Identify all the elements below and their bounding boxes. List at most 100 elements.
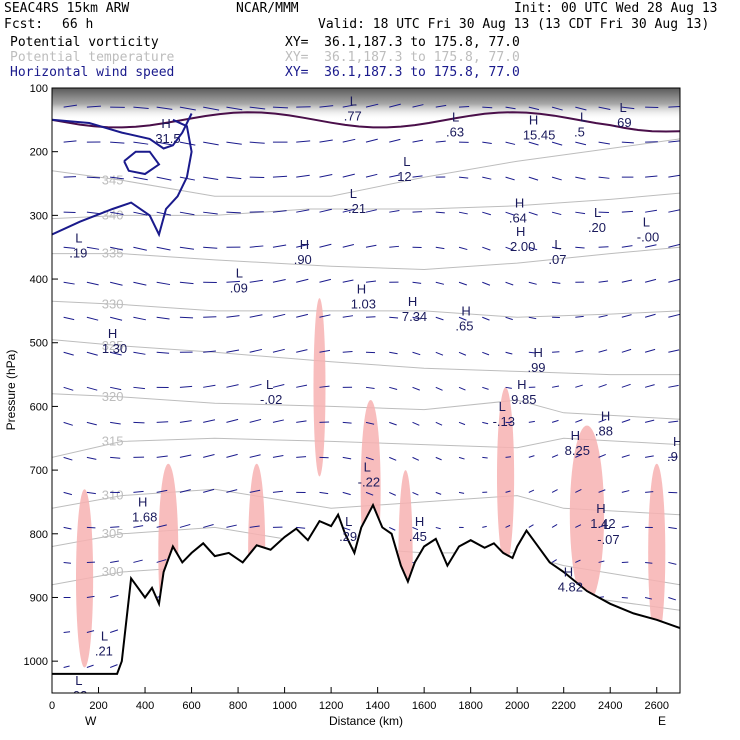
field-pv-name: Potential vorticity [10, 35, 159, 50]
wind-vector [226, 315, 240, 318]
wind-vector [63, 526, 72, 530]
marker-letter: L [452, 109, 459, 124]
wind-vector [505, 141, 516, 145]
wind-vector [156, 351, 170, 354]
wind-vector [342, 456, 352, 460]
wind-vector [179, 281, 194, 285]
wind-vector [412, 281, 422, 284]
org-label: NCAR/MMM [236, 1, 299, 16]
west-label: W [85, 714, 97, 728]
wind-vector [133, 281, 147, 286]
marker-letter: L [75, 673, 82, 688]
wind-vector [668, 384, 679, 388]
wind-vector [156, 316, 170, 320]
wind-vector [435, 211, 445, 214]
wind-vector [621, 141, 634, 144]
wind-vector [319, 208, 332, 213]
wind-vector [365, 386, 375, 389]
wind-vector [63, 491, 73, 496]
wind-vector [598, 524, 605, 528]
marker-letter: L [350, 186, 357, 201]
wind-vector [203, 106, 220, 111]
theta-contour [52, 339, 680, 376]
pv-low-marker: L.20 [588, 205, 606, 235]
wind-vector [551, 176, 562, 181]
wind-vector [156, 559, 167, 563]
wind-vector [110, 281, 123, 286]
wind-vector [389, 138, 401, 143]
wind-vector [528, 281, 537, 285]
wind-vector [621, 210, 633, 213]
pv-low-marker: L.29 [339, 514, 357, 544]
wind-vector [110, 141, 125, 144]
pv-high-marker: H.90 [294, 237, 312, 267]
wind-vector [319, 174, 333, 178]
wind-vector [110, 246, 124, 251]
marker-letter: H [516, 224, 525, 239]
wind-vector [458, 491, 465, 494]
wind-vector [575, 106, 587, 111]
wind-vector [226, 106, 243, 111]
marker-letter: L [364, 460, 371, 475]
wind-vector [598, 141, 610, 145]
x-tick-label: 1800 [458, 700, 482, 712]
x-tick-label: 1200 [319, 700, 343, 712]
wind-vector [389, 491, 396, 496]
wind-vector [482, 176, 492, 180]
wind-vector [296, 456, 307, 458]
x-tick-label: 400 [136, 700, 154, 712]
marker-letter: L [266, 377, 273, 392]
y-axis-label: Pressure (hPa) [4, 350, 18, 431]
pv-high-marker: H1.03 [351, 281, 376, 311]
marker-letter: H [300, 237, 309, 252]
wind-vector [435, 246, 445, 250]
wind-vector [482, 106, 493, 109]
x-tick-label: 0 [49, 700, 55, 712]
wind-vector [551, 211, 562, 216]
x-tick-label: 2200 [551, 700, 575, 712]
wind-vector [668, 278, 680, 283]
pv-low-marker: L.69 [614, 100, 632, 130]
wind-vector [551, 246, 561, 250]
wind-vector [644, 384, 655, 388]
wind-vector [109, 664, 118, 668]
wind-vector [179, 176, 195, 181]
wind-vector [668, 243, 680, 248]
wind-vector [156, 524, 167, 528]
wind-vector [575, 176, 586, 180]
wind-vector [86, 176, 101, 179]
wind-vector [249, 279, 263, 283]
marker-value: .65 [455, 319, 473, 334]
wind-vector [389, 103, 401, 108]
wind-vector [203, 246, 218, 249]
wind-vector [458, 421, 466, 426]
wind-vector [458, 246, 468, 251]
field-wind-xy: XY= 36.1,187.3 to 175.8, 77.0 [285, 65, 520, 80]
marker-letter: H [108, 326, 117, 341]
wind-vector [621, 383, 631, 388]
marker-value: .5 [574, 124, 585, 139]
wind-vector [435, 351, 444, 356]
wind-vector [365, 491, 374, 496]
theta-contour-label: 325 [102, 338, 124, 353]
wind-vector [63, 351, 74, 356]
wind-vector [482, 525, 487, 528]
wind-vector [575, 246, 585, 249]
wind-vector [551, 141, 563, 146]
wind-vector [575, 211, 586, 215]
wind-vector [203, 141, 219, 146]
wind-vector [621, 314, 632, 318]
wind-vector [505, 211, 515, 216]
marker-letter: L [594, 205, 601, 220]
wind-vector [645, 209, 658, 213]
marker-letter: H [529, 113, 538, 128]
wind-vector [203, 524, 214, 528]
wind-vector [528, 246, 538, 251]
wind-vector [179, 106, 196, 111]
wind-vector [621, 348, 632, 353]
pv-high-marker: H8.25 [565, 428, 590, 458]
pv-low-marker: L12 [397, 154, 411, 184]
wind-vector [319, 385, 330, 388]
wind-vector [342, 173, 355, 178]
